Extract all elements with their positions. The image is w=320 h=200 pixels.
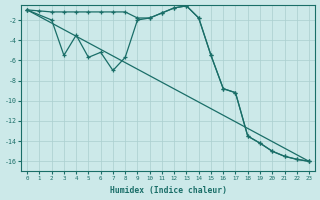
- X-axis label: Humidex (Indice chaleur): Humidex (Indice chaleur): [109, 186, 227, 195]
